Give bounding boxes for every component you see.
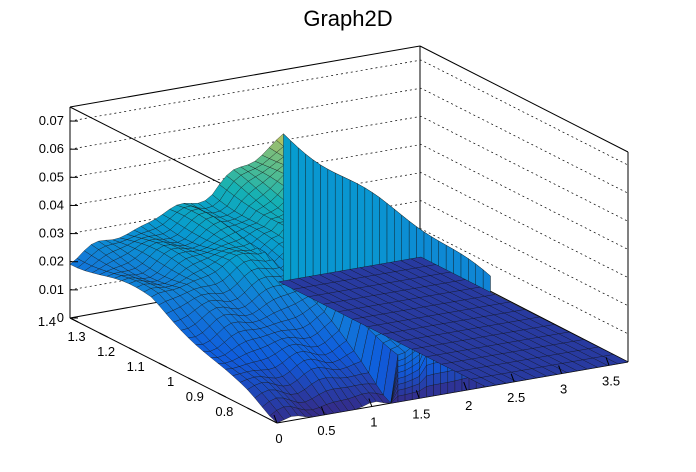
x-tick-label: 1.5	[412, 406, 430, 421]
x-tick	[558, 365, 563, 374]
x-tick	[415, 390, 420, 399]
x-tick	[463, 381, 468, 391]
chart-title: Graph2D	[303, 6, 392, 31]
surface-wall-cell	[447, 369, 456, 383]
surface-cliff-cell	[290, 140, 299, 289]
surface-wall-cell	[461, 377, 470, 392]
surface-wall-cell	[433, 361, 441, 375]
x-tick-label: 0	[275, 431, 282, 446]
y-tick	[128, 347, 138, 353]
floor-patch	[278, 256, 629, 387]
z-tick-label: 0.03	[39, 226, 64, 241]
z-tick-label: 0.05	[39, 169, 64, 184]
z-tick-label: 0.02	[39, 254, 64, 269]
surface-wall-cell	[426, 384, 434, 398]
z-grid-line	[69, 87, 629, 194]
floor-mesh-line	[441, 339, 584, 365]
z-grid-line	[69, 172, 629, 278]
y-tick-label: 1.1	[127, 359, 145, 374]
floor-mesh-line	[411, 324, 555, 350]
z-grid-line	[69, 115, 629, 222]
z-tick-label: 0.06	[39, 141, 64, 156]
surface-wall-cell	[433, 372, 441, 386]
x-tick-label: 0.5	[317, 423, 335, 438]
x-tick-label: 2.5	[507, 390, 525, 405]
y-tick-label: 1.3	[67, 329, 85, 344]
x-tick	[368, 398, 373, 407]
floor-mesh-line	[470, 354, 614, 380]
surface-cliff-cell	[298, 147, 306, 293]
x-axis: 0 0.5 1 1.5 2 2.5 3 3.5	[273, 357, 620, 446]
y-tick-label: 1.2	[97, 344, 115, 359]
floor-mesh-line	[337, 286, 481, 312]
surface-wall-cell	[426, 373, 434, 387]
x-tick	[320, 406, 325, 415]
surface-wall-cell	[447, 380, 456, 394]
surface-cliff-cell	[283, 133, 291, 285]
y-tick	[217, 392, 227, 398]
z-tick-label: 0.04	[39, 197, 64, 212]
y-tick	[99, 332, 108, 338]
floor-mesh-line	[426, 331, 569, 357]
z-grid	[69, 59, 629, 335]
floor-mesh-line	[382, 309, 525, 335]
surface-wall-cell	[433, 383, 441, 397]
surface-wall-cell	[454, 378, 463, 393]
z-tick-label: 0.07	[39, 113, 64, 128]
z-grid-line	[69, 200, 629, 307]
y-tick-label: 0.8	[215, 404, 233, 419]
surface-cliff-cell	[305, 153, 314, 297]
floor-mesh-line	[323, 279, 466, 305]
z-axis: 0 0.01 0.02 0.03 0.04 0.05 0.06 0.07	[39, 113, 78, 325]
floor-mesh-line	[278, 256, 422, 282]
y-tick-label: 0.9	[186, 389, 204, 404]
floor-mesh-line	[352, 294, 495, 320]
y-tick	[247, 407, 256, 413]
x-tick	[273, 414, 278, 424]
surface-wall-cell	[440, 382, 448, 395]
y-tick	[69, 317, 79, 323]
y-axis: 0.8 0.9 1 1.1 1.2 1.3 1.4	[38, 314, 256, 419]
x-tick	[605, 357, 610, 366]
x-tick-label: 3	[560, 382, 567, 397]
x-tick	[510, 373, 515, 382]
z-grid-line	[69, 144, 629, 250]
y-tick-label: 1.4	[38, 314, 56, 329]
x-tick-label: 2	[465, 398, 472, 413]
z-tick-label: 0.01	[39, 282, 64, 297]
z-grid-line	[69, 59, 629, 166]
floor-mesh-line	[293, 264, 436, 290]
y-tick	[188, 377, 197, 383]
surface-wall-cell	[440, 371, 448, 384]
floor-mesh-line	[456, 346, 599, 372]
x-tick-label: 1	[370, 415, 377, 430]
floor-mesh-line	[367, 301, 510, 327]
z-tick-label: 0	[57, 310, 64, 325]
x-tick-label: 3.5	[602, 373, 620, 388]
floor-mesh-line	[308, 271, 451, 297]
z-grid-line	[69, 228, 629, 335]
y-tick	[158, 362, 167, 368]
y-tick-label: 1	[167, 374, 174, 389]
floor-mesh-line	[396, 316, 540, 342]
floor-mesh-line	[485, 361, 629, 387]
